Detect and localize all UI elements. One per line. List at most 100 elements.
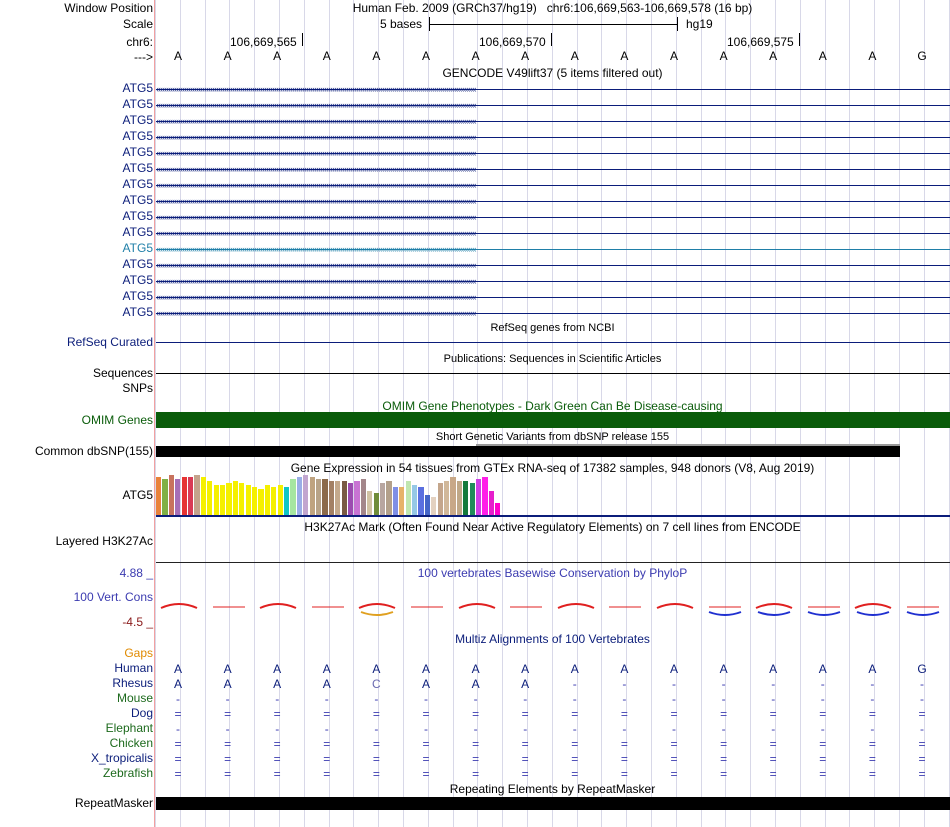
gtex-tissue-bar[interactable]	[188, 477, 194, 515]
gencode-gene-line[interactable]	[156, 217, 950, 218]
gtex-tissue-bar[interactable]	[405, 481, 411, 515]
gencode-gene-label[interactable]: ATG5	[122, 257, 153, 271]
gtex-tissue-bar[interactable]	[181, 477, 187, 515]
gtex-tissue-bar[interactable]	[271, 487, 277, 515]
gencode-gene-line[interactable]	[156, 249, 950, 250]
repeatmasker-bar[interactable]	[156, 797, 950, 810]
repeatmasker-label[interactable]: RepeatMasker	[74, 796, 153, 810]
species-label[interactable]: Chicken	[109, 736, 153, 750]
gtex-tissue-bar[interactable]	[258, 489, 264, 515]
gaps-label[interactable]: Gaps	[124, 646, 153, 660]
gtex-tissue-bar[interactable]	[226, 483, 232, 515]
species-label[interactable]: Human	[114, 661, 153, 675]
refseq-label[interactable]: RefSeq Curated	[66, 335, 153, 349]
gtex-tissue-bar[interactable]	[277, 485, 283, 515]
gtex-tissue-bar[interactable]	[437, 483, 443, 515]
gtex-tissue-bar[interactable]	[399, 487, 405, 515]
omim-label[interactable]: OMIM Genes	[81, 413, 153, 427]
h3k27-label[interactable]: Layered H3K27Ac	[55, 534, 153, 548]
gtex-tissue-bar[interactable]	[245, 485, 251, 515]
omim-bar[interactable]	[156, 412, 950, 428]
gencode-gene-line[interactable]	[156, 105, 950, 106]
gtex-tissue-bar[interactable]	[341, 481, 347, 515]
dbsnp-bar[interactable]	[156, 446, 900, 457]
gtex-tissue-bar[interactable]	[239, 483, 245, 515]
gtex-tissue-bar[interactable]	[213, 485, 219, 515]
gtex-tissue-bar[interactable]	[456, 481, 462, 515]
gencode-gene-label[interactable]: ATG5	[122, 225, 153, 239]
gtex-tissue-bar[interactable]	[367, 491, 373, 515]
gtex-tissue-bar[interactable]	[207, 481, 213, 515]
gencode-gene-label[interactable]: ATG5	[122, 289, 153, 303]
gencode-gene-line[interactable]	[156, 281, 950, 282]
gencode-gene-line[interactable]	[156, 169, 950, 170]
gtex-tissue-bar[interactable]	[328, 481, 334, 515]
gencode-gene-line[interactable]	[156, 297, 950, 298]
gtex-tissue-bar[interactable]	[463, 481, 469, 515]
gtex-tissue-bar[interactable]	[316, 479, 322, 515]
gencode-gene-line[interactable]	[156, 313, 950, 314]
gtex-tissue-bar[interactable]	[290, 479, 296, 515]
gtex-tissue-bar[interactable]	[303, 475, 309, 515]
cons-track[interactable]	[156, 598, 950, 620]
gtex-tissue-bar[interactable]	[488, 491, 494, 515]
dbsnp-label[interactable]: Common dbSNP(155)	[34, 444, 153, 458]
gtex-tissue-bar[interactable]	[175, 479, 181, 515]
species-label[interactable]: Mouse	[116, 691, 153, 705]
gencode-gene-line[interactable]	[156, 233, 950, 234]
gtex-tissue-bar[interactable]	[200, 477, 206, 515]
gencode-gene-label[interactable]: ATG5	[122, 241, 153, 255]
gtex-tissue-bar[interactable]	[284, 487, 290, 515]
species-label[interactable]: Zebrafish	[102, 766, 153, 780]
gtex-tissue-bar[interactable]	[444, 481, 450, 515]
gtex-expression-chart[interactable]	[156, 475, 950, 515]
gtex-tissue-bar[interactable]	[296, 477, 302, 515]
gtex-tissue-bar[interactable]	[162, 479, 168, 515]
gtex-tissue-bar[interactable]	[469, 483, 475, 515]
gtex-tissue-bar[interactable]	[348, 483, 354, 515]
gencode-gene-label[interactable]: ATG5	[122, 193, 153, 207]
gencode-gene-line[interactable]	[156, 201, 950, 202]
gtex-tissue-bar[interactable]	[322, 479, 328, 515]
gencode-gene-line[interactable]	[156, 185, 950, 186]
gtex-tissue-bar[interactable]	[232, 481, 238, 515]
species-label[interactable]: X_tropicalis	[90, 751, 153, 765]
gtex-tissue-bar[interactable]	[194, 475, 200, 515]
gtex-tissue-bar[interactable]	[392, 487, 398, 515]
gtex-tissue-bar[interactable]	[220, 485, 226, 515]
species-label[interactable]: Elephant	[105, 721, 153, 735]
gencode-gene-label[interactable]: ATG5	[122, 129, 153, 143]
gencode-gene-line[interactable]	[156, 265, 950, 266]
gtex-tissue-bar[interactable]	[264, 485, 270, 515]
gencode-gene-label[interactable]: ATG5	[122, 273, 153, 287]
gtex-tissue-bar[interactable]	[424, 495, 430, 515]
gtex-tissue-bar[interactable]	[156, 477, 162, 515]
gtex-tissue-bar[interactable]	[360, 479, 366, 515]
gencode-gene-label[interactable]: ATG5	[122, 97, 153, 111]
gtex-tissue-bar[interactable]	[335, 481, 341, 515]
gencode-gene-label[interactable]: ATG5	[122, 161, 153, 175]
gtex-tissue-bar[interactable]	[482, 477, 488, 515]
gencode-gene-label[interactable]: ATG5	[122, 145, 153, 159]
gtex-tissue-bar[interactable]	[495, 503, 501, 515]
publications-label[interactable]: Sequences	[92, 366, 153, 380]
gencode-gene-label[interactable]: ATG5	[122, 305, 153, 319]
gencode-gene-label[interactable]: ATG5	[122, 177, 153, 191]
snps-label[interactable]: SNPs	[122, 381, 153, 395]
species-label[interactable]: Dog	[130, 706, 153, 720]
gtex-tissue-bar[interactable]	[476, 479, 482, 515]
gtex-tissue-bar[interactable]	[386, 481, 392, 515]
gencode-gene-line[interactable]	[156, 137, 950, 138]
gtex-tissue-bar[interactable]	[380, 483, 386, 515]
gencode-gene-label[interactable]: ATG5	[122, 209, 153, 223]
gencode-gene-label[interactable]: ATG5	[122, 113, 153, 127]
gtex-tissue-bar[interactable]	[418, 487, 424, 515]
gtex-tissue-bar[interactable]	[373, 493, 379, 515]
gtex-tissue-bar[interactable]	[252, 487, 258, 515]
gtex-tissue-bar[interactable]	[450, 477, 456, 515]
gtex-tissue-bar[interactable]	[354, 481, 360, 515]
gtex-label[interactable]: ATG5	[122, 488, 153, 502]
gtex-tissue-bar[interactable]	[168, 475, 174, 515]
gencode-gene-label[interactable]: ATG5	[122, 81, 153, 95]
